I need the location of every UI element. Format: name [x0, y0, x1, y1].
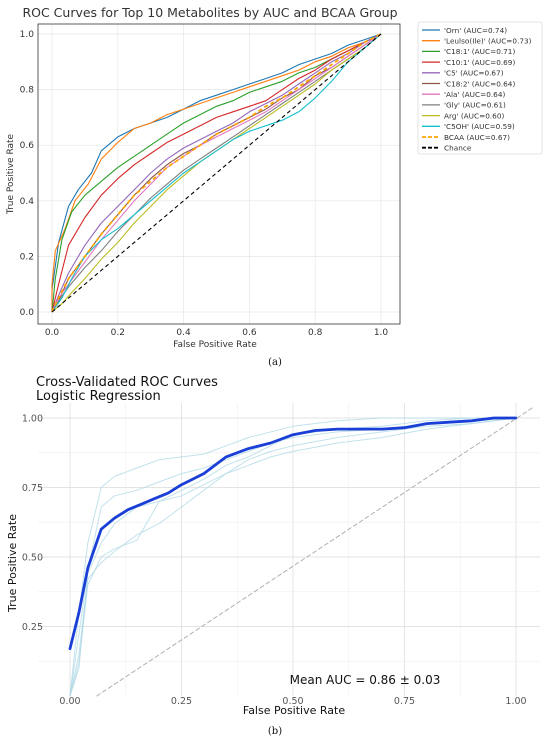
panel-a-y-tick: 1.0	[20, 30, 35, 40]
panel-a-x-axis-label: False Positive Rate	[173, 340, 257, 350]
panel-a-y-tick: 0.8	[20, 86, 35, 96]
panel-a-series-line-7	[51, 33, 382, 313]
panel-a-x-tick: 0.0	[45, 328, 60, 338]
panel-a-grid	[38, 24, 400, 324]
panel-a-y-tick: 0.4	[20, 197, 35, 207]
panel-b-label: (b)	[268, 726, 282, 737]
panel-a-legend-entry-9: 'C5OH' (AUC=0.59)	[444, 122, 515, 131]
panel-a-legend-entry-10: BCAA (AUC=0.67)	[444, 133, 510, 142]
panel-b-y-tick: 1.00	[22, 414, 43, 425]
panel-a-series-lines	[51, 33, 382, 313]
panel-b-y-tick: 0.50	[22, 553, 43, 564]
panel-b-y-tick: 0.75	[22, 483, 43, 494]
panel-a-x-tick: 0.8	[308, 328, 323, 338]
panel-b-x-axis-label: False Positive Rate	[243, 704, 345, 717]
panel-b-y-tick: 0.25	[22, 622, 43, 633]
panel-a-legend-entry-6: 'Ala' (AUC=0.64)	[444, 90, 505, 99]
panel-a-legend-entry-5: 'C18:2' (AUC=0.64)	[444, 79, 515, 88]
panel-a-legend-entry-0: 'Orn' (AUC=0.74)	[444, 26, 507, 35]
panel-b-mean-line-5	[68, 416, 518, 651]
panel-a-legend-entry-4: 'C5' (AUC=0.67)	[444, 69, 504, 78]
panel-a-x-tick: 1.0	[374, 328, 389, 338]
panel-a-series-line-0	[51, 33, 382, 312]
panel-a-y-tick: 0.6	[20, 141, 35, 151]
panel-a-legend-entry-8: Arg' (AUC=0.60)	[444, 111, 504, 120]
panel-a-legend-entry-3: 'C10:1' (AUC=0.69)	[444, 58, 515, 67]
panel-a-series-line-6	[51, 33, 382, 313]
panel-a-series-line-2	[51, 33, 382, 313]
panel-b-grid	[38, 403, 540, 696]
panel-a-legend-entry-7: 'Gly' (AUC=0.61)	[444, 101, 506, 110]
panel-a-series-line-9	[51, 33, 382, 313]
panel-a-y-tick: 0.0	[20, 308, 35, 318]
panel-a-title: ROC Curves for Top 10 Metabolites by AUC…	[22, 5, 397, 20]
panel-a-series-line-1	[51, 33, 382, 312]
panel-b-x-tick: 0.25	[171, 696, 192, 707]
panel-b-fold-line-1	[69, 417, 517, 697]
panel-b-fold-line-3	[69, 417, 517, 697]
panel-a-series-line-11	[51, 33, 382, 313]
panel-b-fold-line-0	[69, 417, 517, 697]
panel-b-mean-auc-annotation: Mean AUC = 0.86 ± 0.03	[290, 673, 441, 687]
panel-b-title: Cross-Validated ROC Curves	[36, 375, 218, 390]
panel-a-legend-entry-1: 'Leulso(Ile)' (AUC=0.73)	[444, 37, 532, 46]
panel-a-x-tick: 0.4	[176, 328, 191, 338]
panel-b-x-tick: 1.00	[505, 696, 526, 707]
panel-b-fold-line-4	[69, 417, 517, 697]
panel-b-ticks: 0.00 0.25 0.50 0.75 1.00 0.25 0.50 0.75 1.00	[22, 414, 527, 708]
panel-b-chance-line-6	[96, 406, 535, 697]
panel-a-x-tick: 0.2	[111, 328, 125, 338]
panel-a-legend-entry-11: Chance	[444, 144, 472, 153]
panel-a-plot-frame	[37, 23, 401, 325]
panel-a-label: (a)	[268, 357, 282, 368]
panel-a-legend-entry-2: 'C18:1' (AUC=0.71)	[444, 47, 515, 56]
panel-a-y-tick: 0.2	[20, 252, 34, 262]
panel-b-y-axis-label: True Positive Rate	[6, 514, 19, 613]
panel-a-series-line-10	[51, 33, 382, 313]
panel-a-legend-box	[417, 21, 543, 155]
panel-a-series-line-3	[51, 33, 382, 313]
panel-b-series-lines	[68, 406, 535, 697]
panel-a-x-tick: 0.6	[242, 328, 257, 338]
panel-b-x-tick: 0.50	[282, 696, 303, 707]
panel-a-series-line-4	[51, 33, 382, 313]
panel-a-roc-chart: ROC Curves for Top 10 Metabolites by AUC…	[6, 5, 543, 368]
panel-b-cv-roc-chart: Cross-Validated ROC Curves Logistic Regr…	[6, 375, 540, 737]
panel-a-y-axis-label: True Positive Rate	[6, 133, 16, 215]
panel-b-subtitle: Logistic Regression	[36, 389, 161, 404]
panel-b-x-tick: 0.75	[394, 696, 415, 707]
panel-a-ticks: 0.0 0.2 0.4 0.6 0.8 1.0 0.0 0.2 0.4 0.6 0.8 1.0	[20, 30, 389, 338]
panel-a-legend: 'Orn' (AUC=0.74) 'Leulso(Ile)' (AUC=0.73)…	[417, 21, 543, 155]
panel-b-x-tick: 0.00	[59, 696, 80, 707]
